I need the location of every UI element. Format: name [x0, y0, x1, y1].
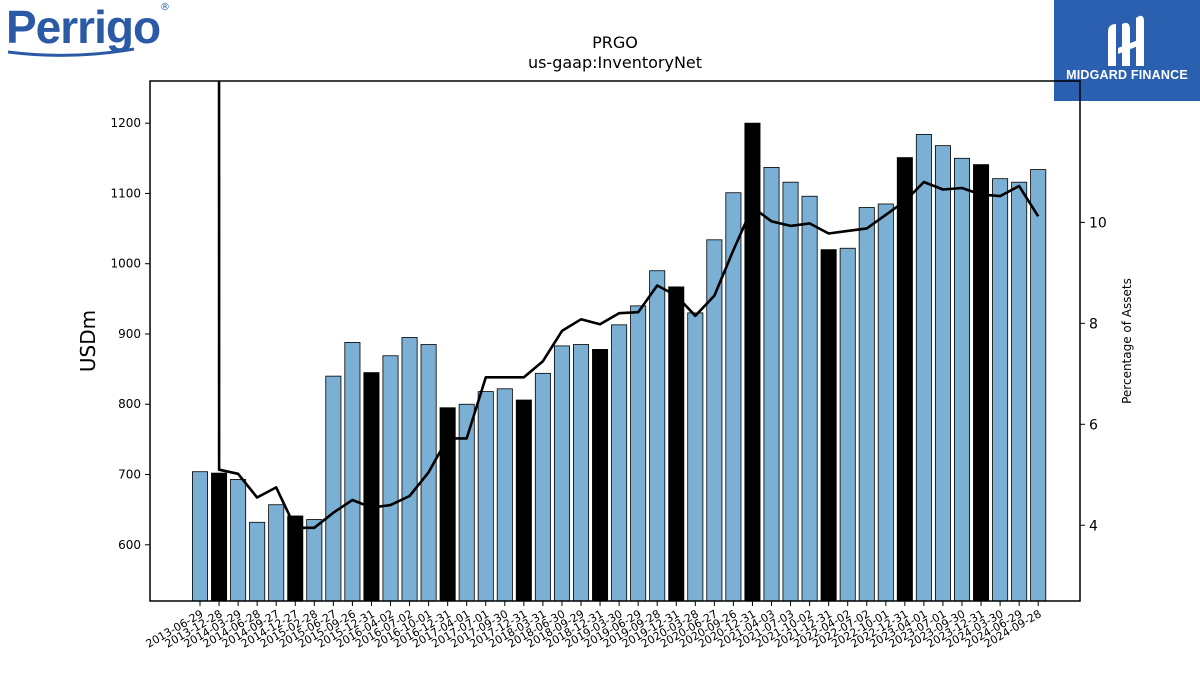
plot-frame [149, 80, 1081, 602]
y-tick-label: 600 [118, 538, 141, 552]
perrigo-logo: Perrigo® [6, 1, 171, 57]
y-tick-label: 1000 [110, 257, 141, 271]
publisher-name: MIDGARD FINANCE [1066, 68, 1188, 82]
bar-2024-06-29 [1011, 181, 1028, 602]
bar-2017-04-01 [458, 403, 475, 602]
bar-2018-12-31 [592, 349, 609, 602]
bar-2024-03-30 [992, 178, 1009, 602]
bar-2021-04-03 [763, 167, 780, 602]
bar-2022-12-31 [896, 157, 913, 602]
bar-2019-03-30 [611, 324, 628, 602]
bar-2021-12-31 [820, 249, 837, 602]
bar-2018-06-30 [553, 345, 570, 602]
y-tick-label: 900 [118, 327, 141, 341]
y2-tick-label: 8 [1089, 316, 1098, 332]
bar-2021-10-02 [801, 195, 818, 602]
bar-2022-10-01 [877, 203, 894, 602]
bar-2020-03-28 [687, 312, 704, 602]
registered-mark: ® [160, 2, 171, 13]
bar-2023-12-31 [973, 164, 990, 602]
bar-2022-07-02 [858, 207, 875, 602]
chart-title: PRGO [592, 33, 638, 52]
y2-axis-label: Percentage of Assets [1120, 278, 1134, 404]
bar-2018-03-31 [534, 372, 551, 602]
bar-2020-09-26 [725, 192, 742, 602]
bar-2017-12-31 [515, 399, 532, 602]
bar-2013-12-28 [211, 472, 228, 602]
bar-2016-04-02 [382, 355, 399, 602]
bar-2016-07-02 [401, 337, 418, 602]
bar-2014-06-28 [249, 521, 266, 602]
percentage-of-assets-line [217, 80, 1040, 530]
bar-2014-09-27 [268, 504, 285, 602]
y-tick-label: 1100 [110, 186, 141, 200]
bar-2015-12-31 [363, 372, 380, 602]
y-tick-label: 700 [118, 468, 141, 482]
bar-2021-07-03 [782, 181, 799, 602]
bar-2017-07-01 [477, 391, 494, 602]
bar-series [191, 122, 1047, 602]
y2-tick-label: 6 [1089, 417, 1098, 433]
logo-swoosh-icon [7, 47, 135, 57]
bar-2023-07-01 [934, 145, 951, 602]
bar-2019-12-31 [668, 286, 685, 602]
bar-2015-02-28 [306, 519, 323, 602]
chart-subtitle: us-gaap:InventoryNet [528, 53, 702, 72]
bar-2022-04-02 [839, 247, 856, 602]
y-tick-label: 800 [118, 397, 141, 411]
bar-2024-09-28 [1030, 169, 1047, 602]
bar-2013-06-29 [191, 471, 208, 602]
bar-2019-06-29 [630, 305, 647, 602]
midgard-finance-badge: MIDGARD FINANCE [1054, 0, 1200, 101]
x-axis: 2013-06-292013-12-282014-03-292014-06-28… [144, 601, 1044, 651]
y-tick-label: 1200 [110, 116, 141, 130]
y-axis-label: USDm [76, 310, 100, 372]
bar-2023-04-01 [915, 134, 932, 602]
bar-2017-09-30 [496, 388, 513, 602]
line-series [217, 80, 1040, 530]
company-wordmark: Perrigo [6, 1, 161, 53]
bar-2015-06-27 [325, 375, 342, 602]
bar-2018-09-29 [573, 344, 590, 602]
bar-2023-09-30 [954, 157, 971, 602]
bar-2014-03-29 [230, 479, 247, 602]
bar-2016-12-31 [439, 407, 456, 602]
y2-tick-label: 10 [1089, 215, 1107, 231]
bar-2015-09-26 [344, 342, 361, 602]
midgard-logo-icon [1108, 15, 1144, 66]
bar-2019-09-28 [649, 270, 666, 602]
y-axis-right: 4 6 8 10 [1080, 215, 1107, 534]
bar-2020-12-31 [744, 122, 761, 602]
y-axis-left: 600 700 800 900 1000 1100 1200 [110, 116, 150, 552]
y2-tick-label: 4 [1089, 518, 1098, 534]
